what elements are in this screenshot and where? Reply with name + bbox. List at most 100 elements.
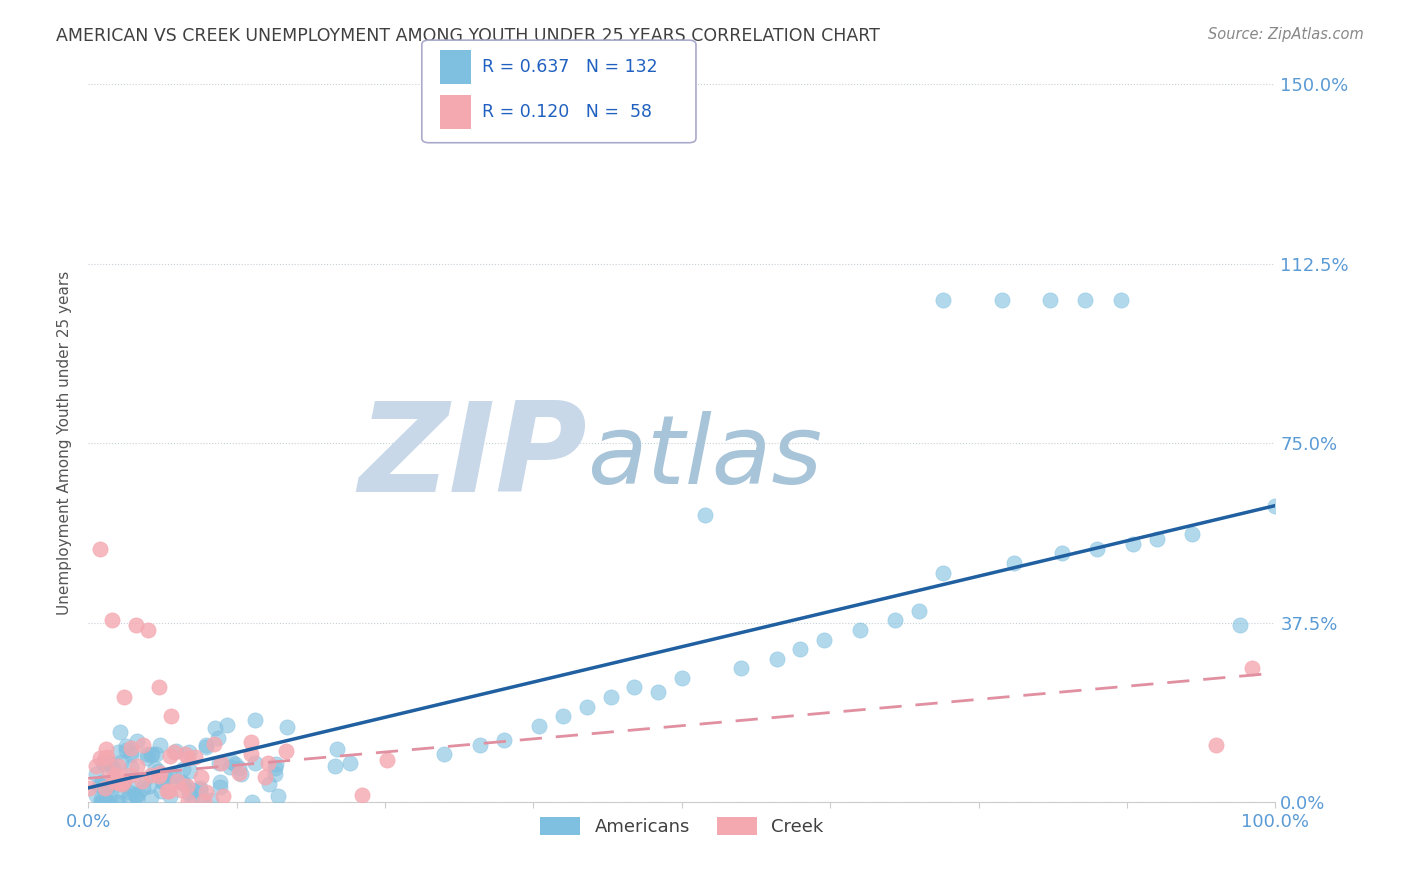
Point — [131, 738, 153, 752]
Point — [139, 790, 162, 805]
Point — [172, 762, 194, 776]
Point — [325, 758, 347, 772]
Point — [127, 787, 149, 801]
Point — [1181, 527, 1204, 541]
Point — [813, 632, 835, 647]
Point — [98, 795, 121, 809]
Point — [84, 788, 107, 802]
Point — [97, 765, 120, 780]
Point — [352, 789, 374, 803]
Point — [209, 756, 232, 770]
Point — [105, 775, 128, 789]
Point — [932, 293, 955, 307]
Point — [127, 758, 149, 772]
Point — [377, 753, 399, 767]
Point — [120, 760, 142, 774]
Point — [1039, 293, 1062, 307]
Point — [101, 771, 124, 785]
Point — [194, 740, 217, 755]
Point — [231, 766, 253, 780]
Text: Source: ZipAtlas.com: Source: ZipAtlas.com — [1208, 27, 1364, 42]
Point — [159, 789, 181, 803]
Point — [136, 751, 159, 765]
Point — [149, 738, 172, 752]
Point — [245, 756, 267, 770]
Point — [118, 791, 141, 805]
Point — [264, 756, 287, 771]
Point — [145, 747, 167, 761]
Point — [94, 780, 117, 795]
Point — [163, 769, 186, 783]
Point — [141, 747, 163, 762]
Point — [84, 758, 107, 772]
Point — [1205, 738, 1227, 752]
Point — [1074, 293, 1097, 307]
Point — [433, 747, 456, 762]
Point — [148, 681, 170, 695]
Point — [149, 766, 172, 780]
Point — [120, 741, 142, 756]
Point — [177, 751, 200, 765]
Point — [108, 724, 131, 739]
Point — [94, 780, 117, 794]
Point — [276, 744, 298, 758]
Point — [97, 795, 120, 809]
Point — [153, 770, 176, 784]
Point — [1122, 537, 1144, 551]
Point — [765, 651, 787, 665]
Point — [141, 768, 163, 782]
Point — [157, 783, 180, 797]
Point — [224, 756, 246, 771]
Point — [136, 747, 159, 761]
Point — [228, 765, 250, 780]
Point — [188, 780, 211, 795]
Point — [276, 721, 298, 735]
Point — [240, 735, 263, 749]
Point — [165, 743, 187, 757]
Point — [125, 789, 148, 803]
Point — [254, 770, 277, 784]
Point — [193, 794, 215, 808]
Point — [159, 769, 181, 783]
Point — [110, 756, 132, 770]
Point — [139, 748, 162, 763]
Point — [932, 566, 955, 580]
Point — [138, 780, 160, 794]
Point — [191, 795, 214, 809]
Point — [695, 508, 717, 523]
Point — [730, 661, 752, 675]
Point — [188, 783, 211, 797]
Point — [96, 795, 118, 809]
Point — [96, 778, 118, 792]
Point — [647, 685, 669, 699]
Point — [101, 781, 124, 796]
Point — [190, 770, 212, 784]
Point — [112, 777, 135, 791]
Point — [671, 671, 693, 685]
Point — [326, 741, 349, 756]
Point — [112, 690, 135, 704]
Point — [623, 681, 645, 695]
Point — [134, 772, 156, 786]
Point — [160, 709, 183, 723]
Point — [94, 750, 117, 764]
Point — [148, 769, 170, 783]
Point — [177, 794, 200, 808]
Point — [1229, 618, 1251, 632]
Point — [221, 755, 243, 769]
Point — [101, 761, 124, 775]
Point — [219, 760, 242, 774]
Text: R = 0.637   N = 132: R = 0.637 N = 132 — [482, 58, 658, 76]
Point — [179, 764, 201, 778]
Point — [132, 780, 155, 795]
Point — [264, 767, 287, 781]
Point — [156, 784, 179, 798]
Point — [93, 756, 115, 771]
Point — [159, 749, 181, 764]
Point — [152, 775, 174, 789]
Point — [105, 767, 128, 781]
Point — [89, 541, 111, 556]
Point — [149, 784, 172, 798]
Text: AMERICAN VS CREEK UNEMPLOYMENT AMONG YOUTH UNDER 25 YEARS CORRELATION CHART: AMERICAN VS CREEK UNEMPLOYMENT AMONG YOU… — [56, 27, 880, 45]
Point — [108, 795, 131, 809]
